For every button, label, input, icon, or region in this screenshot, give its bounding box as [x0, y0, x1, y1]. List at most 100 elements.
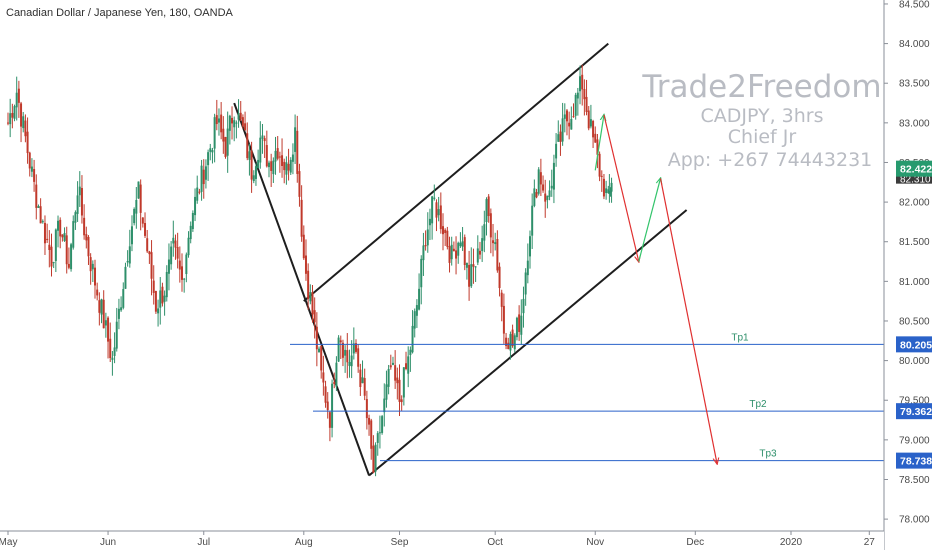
watermark-line2: CADJPY, 3hrs: [700, 105, 823, 127]
candle: [596, 133, 599, 169]
candle: [217, 108, 220, 136]
trend-lines[interactable]: [233, 42, 688, 477]
candle: [263, 135, 266, 159]
candle-body: [457, 242, 460, 256]
candle-body: [422, 245, 425, 261]
candle: [524, 268, 527, 306]
candle-body: [35, 184, 38, 208]
candle: [37, 204, 40, 208]
candle: [383, 383, 386, 427]
candle: [409, 346, 412, 372]
level-price-badge-bg: [896, 452, 932, 469]
time-axis[interactable]: May Jun Jul Aug Sep Oct Nov Dec 2020 27: [0, 530, 884, 550]
candle: [52, 261, 55, 269]
candle-body: [130, 226, 133, 245]
candle: [274, 136, 277, 175]
candle-body: [298, 171, 301, 197]
candle-body: [522, 298, 525, 314]
candle-body: [76, 195, 79, 214]
price-badge-partial: 82.310: [896, 173, 932, 186]
candle: [544, 179, 547, 218]
candle: [357, 344, 360, 373]
candle-body: [148, 251, 151, 255]
candle: [91, 260, 94, 283]
candle-body: [307, 270, 310, 299]
candle-body: [176, 247, 179, 259]
candle: [609, 187, 612, 197]
candle-body: [268, 162, 270, 168]
candle: [135, 186, 138, 229]
candle: [448, 236, 451, 273]
candle-body: [585, 96, 588, 112]
watermark: Trade2Freedom CADJPY, 3hrs Chief Jr App:…: [641, 69, 881, 171]
candle: [163, 290, 166, 316]
candle: [30, 158, 33, 178]
candle-body: [54, 229, 57, 262]
candle: [381, 414, 384, 435]
candle: [226, 111, 229, 173]
target-levels[interactable]: Tp1 Tp2 Tp3: [290, 332, 884, 462]
candle: [124, 262, 127, 289]
candle-body: [270, 161, 273, 171]
candle: [287, 148, 290, 181]
candle: [281, 138, 284, 178]
candle: [522, 286, 525, 328]
candle: [474, 266, 477, 282]
candle: [120, 296, 123, 312]
candle: [331, 379, 334, 438]
candle: [389, 354, 392, 370]
candle-body: [120, 307, 123, 311]
candle: [154, 290, 157, 314]
candle-body: [241, 117, 244, 127]
candle-body: [207, 152, 210, 166]
candle-body: [498, 266, 501, 289]
candle: [272, 157, 275, 183]
candle: [100, 298, 103, 324]
candle: [200, 159, 203, 201]
candle: [328, 411, 331, 442]
candle-body: [115, 321, 118, 349]
candle: [70, 242, 73, 272]
candle: [526, 243, 529, 284]
candle-body: [246, 133, 249, 159]
candle-body: [276, 148, 279, 159]
candle-body: [178, 260, 181, 270]
level-price-badge: 80.205: [896, 336, 932, 353]
candle: [344, 345, 347, 373]
price-axis[interactable]: 84.50084.00083.50083.00082.50082.00081.5…: [883, 0, 932, 550]
candle: [126, 250, 129, 267]
candle-body: [163, 295, 166, 302]
candle: [370, 418, 373, 460]
level-price-badge: 78.738: [896, 452, 932, 469]
candle-body: [78, 186, 81, 196]
candle-body: [518, 314, 521, 332]
candle-body: [470, 264, 473, 287]
candle: [385, 370, 388, 408]
candle: [413, 308, 416, 338]
candle: [485, 197, 488, 236]
candle-body: [85, 234, 88, 241]
candle-body: [63, 233, 66, 241]
candle: [89, 253, 92, 285]
candle: [59, 217, 62, 249]
price-tick-label: 81.000: [899, 277, 930, 288]
projection-path[interactable]: [594, 115, 717, 464]
candle: [115, 307, 118, 352]
candle: [54, 228, 57, 273]
candle-body: [348, 362, 351, 366]
candle: [220, 102, 223, 140]
candle: [61, 234, 64, 242]
candle-body: [463, 237, 466, 265]
candle-body: [83, 217, 86, 236]
candle: [33, 159, 36, 192]
candle-body: [291, 154, 294, 162]
candle: [478, 241, 481, 260]
candle: [165, 265, 168, 302]
candle: [150, 240, 153, 296]
candle: [372, 435, 375, 474]
candle-body: [228, 115, 231, 131]
candle: [183, 277, 186, 293]
candle: [391, 356, 394, 366]
candle-body: [574, 94, 577, 116]
